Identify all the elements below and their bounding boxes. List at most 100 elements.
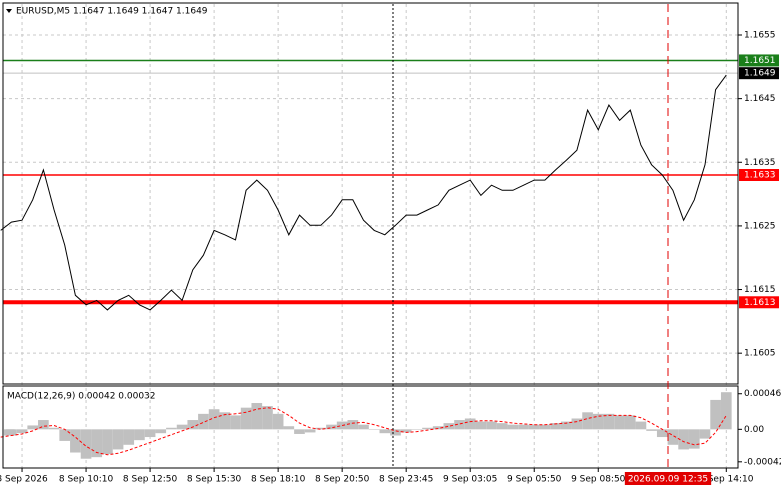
macd-histogram-bar: [155, 429, 167, 434]
last-price-label: 1.1649: [744, 69, 776, 79]
macd-histogram-bar: [390, 429, 401, 436]
macd-histogram-bar: [656, 429, 668, 438]
macd-histogram-bar: [496, 423, 508, 430]
macd-histogram-bar: [443, 423, 455, 430]
macd-histogram-bar: [603, 413, 615, 430]
macd-histogram-bar: [550, 423, 561, 430]
level-label-box: [739, 169, 779, 181]
x-tick-label: 9 Sep 08:50: [571, 475, 626, 485]
y-tick-label: 1.1625: [744, 221, 776, 231]
macd-histogram-bar: [123, 429, 135, 445]
macd-histogram-bar: [283, 426, 295, 430]
macd-histogram-bar: [646, 429, 657, 431]
y-tick-label: 1.1645: [744, 94, 776, 104]
macd-histogram-bar: [80, 429, 92, 459]
macd-histogram-bar: [38, 420, 49, 430]
crosshair-label: 2026.09.09 12:35: [628, 475, 708, 485]
x-tick-label: 8 Sep 12:50: [123, 475, 178, 485]
macd-histogram-bar: [16, 429, 28, 434]
macd-histogram-bar: [539, 424, 551, 430]
macd-histogram-bar: [176, 424, 188, 430]
macd-histogram-bar: [326, 424, 337, 430]
y-tick-label: 1.1615: [744, 285, 776, 295]
y-tick-label: 1.1605: [744, 349, 776, 359]
macd-histogram-bar: [70, 429, 81, 453]
macd-histogram-bar: [230, 415, 241, 430]
macd-histogram-bar: [304, 429, 316, 433]
macd-histogram-bar: [59, 429, 71, 441]
y-tick-label: 0.00: [744, 425, 764, 435]
level-label-box: [739, 54, 779, 67]
y-tick-label: 1.1655: [744, 31, 776, 41]
x-tick-label: 9 Sep 03:05: [443, 475, 497, 485]
x-tick-label: 8 Sep 23:45: [379, 475, 433, 485]
x-tick-label: 9 Sep 14:10: [699, 475, 754, 485]
macd-histogram-bar: [507, 424, 519, 430]
macd-histogram-bar: [134, 429, 145, 441]
macd-histogram-bar: [720, 392, 732, 430]
macd-histogram-bar: [422, 427, 433, 430]
macd-histogram-bar: [464, 418, 476, 430]
y-tick-label: -0.00042: [744, 457, 781, 467]
price-line: [0, 74, 727, 311]
macd-histogram-bar: [528, 424, 540, 430]
level-label: 1.1651: [744, 56, 776, 66]
macd-histogram-bar: [475, 421, 487, 430]
macd-histogram-bar: [688, 429, 700, 449]
macd-histogram-bar: [571, 418, 583, 430]
macd-histogram-bar: [251, 403, 263, 430]
macd-histogram-bar: [614, 415, 625, 430]
macd-histogram-bar: [272, 413, 284, 430]
macd-histogram-bar: [6, 429, 17, 436]
macd-histogram-bar: [198, 413, 209, 430]
x-tick-label: 8 Sep 10:10: [59, 475, 114, 485]
x-tick-label: 8 Sep 20:50: [315, 475, 370, 485]
level-label: 1.1613: [744, 298, 776, 308]
macd-histogram-bar: [358, 424, 369, 430]
macd-histogram-bar: [667, 429, 679, 445]
macd-histogram-bar: [219, 412, 231, 430]
chart-title: EURUSD,M5 1.1647 1.1649 1.1647 1.1649: [16, 7, 208, 17]
macd-histogram-bar: [91, 429, 103, 458]
symbol-menu-icon: [6, 9, 12, 13]
macd-histogram-bar: [315, 427, 327, 430]
macd-histogram-bar: [592, 413, 604, 430]
macd-histogram-bar: [699, 429, 711, 439]
macd-histogram-bar: [411, 429, 423, 430]
macd-histogram-bar: [635, 421, 647, 430]
macd-histogram-bar: [582, 412, 593, 430]
macd-histogram-bar: [112, 429, 124, 450]
last-price-box: [739, 67, 779, 80]
y-tick-label: 0.00046: [744, 389, 781, 399]
x-tick-label: 8 Sep 18:10: [251, 475, 306, 485]
macd-histogram-bar: [518, 424, 529, 430]
macd-histogram-bar: [187, 420, 199, 430]
crosshair-label-box: [624, 472, 712, 485]
macd-histogram-bar: [262, 406, 273, 430]
macd-histogram-bar: [368, 429, 380, 430]
macd-title: MACD(12,26,9) 0.00042 0.00032: [7, 392, 156, 402]
macd-histogram-bar: [347, 420, 359, 430]
macd-histogram-bar: [379, 429, 391, 434]
x-tick-label: 8 Sep 2026: [0, 475, 48, 485]
price-panel-frame: [2, 2, 739, 385]
macd-histogram-bar: [144, 429, 156, 438]
level-label-box: [739, 296, 779, 309]
y-tick-label: 1.1635: [744, 158, 776, 168]
macd-histogram-bar: [48, 427, 60, 430]
macd-panel-frame: [2, 385, 739, 469]
macd-histogram-bar: [166, 427, 177, 430]
macd-histogram-bar: [240, 407, 252, 430]
macd-histogram-bar: [294, 429, 305, 434]
macd-histogram-bar: [710, 399, 721, 430]
macd-histogram-bar: [27, 425, 39, 430]
macd-histogram-bar: [560, 421, 572, 430]
macd-histogram-bar: [486, 421, 497, 430]
macd-signal-line: [0, 407, 727, 456]
level-label: 1.1633: [744, 171, 776, 181]
x-tick-label: 9 Sep 05:50: [507, 475, 562, 485]
macd-histogram-bar: [678, 429, 689, 450]
